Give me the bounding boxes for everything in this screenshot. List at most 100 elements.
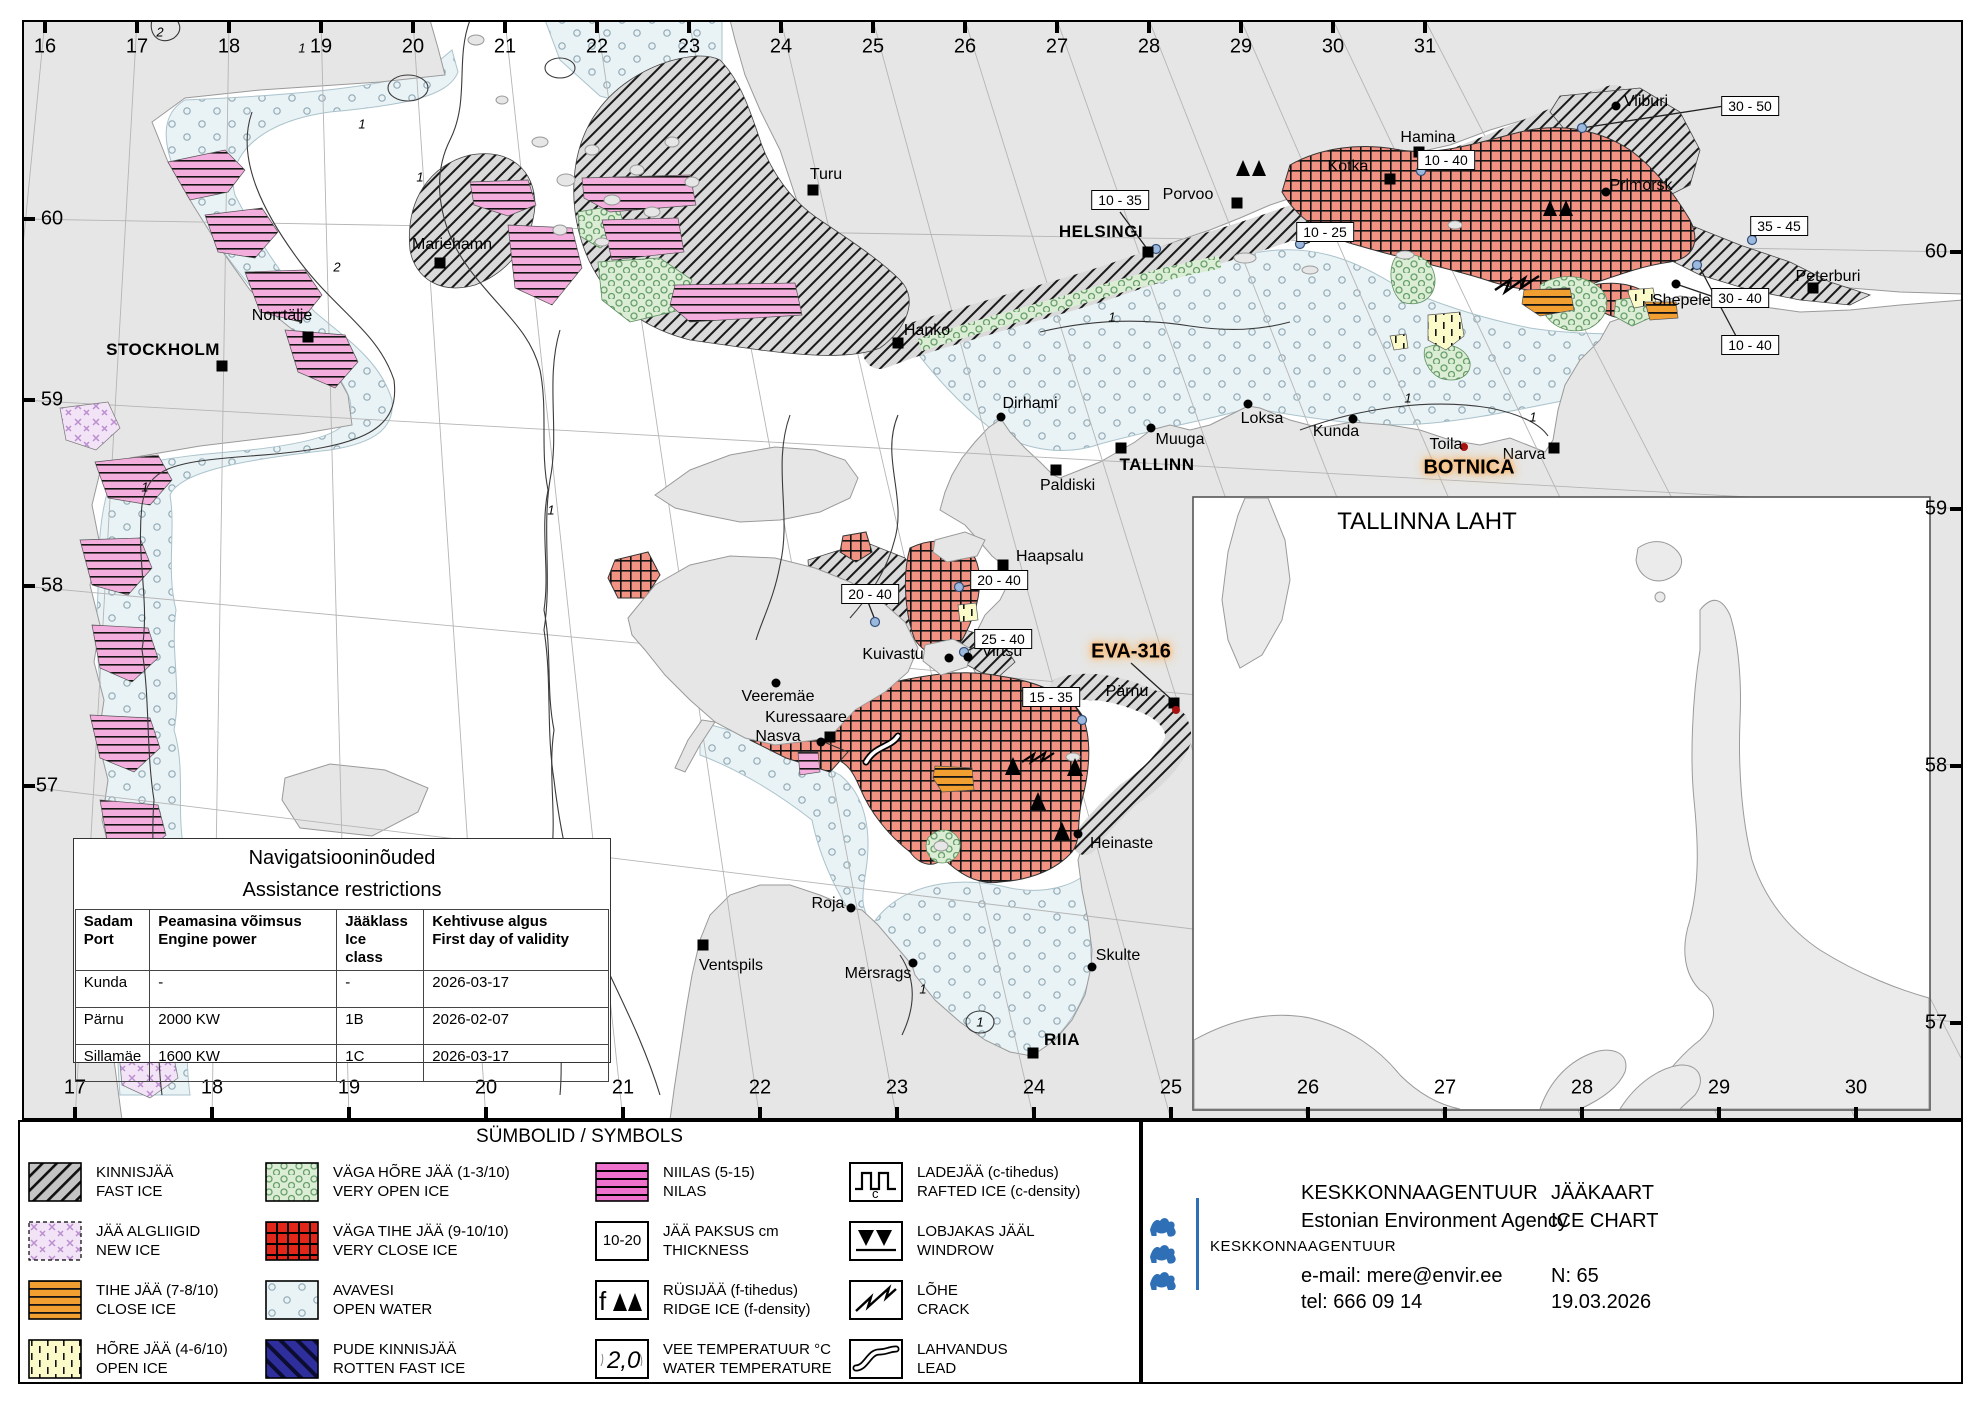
legend-label: HÕRE JÄÄ (4-6/10) xyxy=(96,1340,228,1358)
city-label: Paldiski xyxy=(1040,477,1096,494)
very-close-ice-swatch-icon xyxy=(265,1220,319,1261)
lon-top: 16 xyxy=(33,35,57,58)
legend-label: AVAVESI xyxy=(333,1281,394,1299)
lon-bottom: 24 xyxy=(1022,1076,1046,1099)
city-marker xyxy=(1027,1047,1039,1059)
city-label: Shepelevo xyxy=(1652,292,1728,309)
open-water-swatch-icon xyxy=(265,1279,319,1320)
city-label: Muuga xyxy=(1155,431,1205,448)
agency-email: e-mail: mere@envir.ee xyxy=(1301,1265,1503,1287)
legend-label: CLOSE ICE xyxy=(96,1300,177,1318)
city-label: Roja xyxy=(811,895,845,912)
close-ice-swatch-icon xyxy=(28,1279,82,1320)
legend-label: VÄGA TIHE JÄÄ (9-10/10) xyxy=(333,1222,509,1240)
legend-label: LADEJÄÄ (c-tihedus) xyxy=(917,1163,1059,1181)
legend-label: TIHE JÄÄ (7-8/10) xyxy=(96,1281,219,1299)
legend-label: LEAD xyxy=(917,1359,957,1377)
lon-top: 19 xyxy=(309,35,333,58)
legend-label: WINDROW xyxy=(917,1241,994,1259)
legend-label: PUDE KINNISJÄÄ xyxy=(333,1340,457,1358)
very-open-ice-areas xyxy=(577,204,1655,864)
legend-label: VÄGA HÕRE JÄÄ (1-3/10) xyxy=(333,1163,510,1181)
agency-name-et: KESKKONNAAGENTUUR xyxy=(1301,1182,1538,1204)
cell: 2026-03-17 xyxy=(423,970,610,1008)
legend-label: ROTTEN FAST ICE xyxy=(333,1359,466,1377)
city-label: Kunda xyxy=(1312,423,1360,440)
cell: Sillamäe xyxy=(74,1044,151,1082)
lon-top: 30 xyxy=(1321,35,1345,58)
contour-label: 1 xyxy=(416,169,424,185)
lon-bottom: 30 xyxy=(1844,1076,1868,1099)
ridge-ice-symbol-icon: f xyxy=(595,1279,649,1320)
cell: 2000 KW xyxy=(149,1007,338,1045)
city-label: Veeremäe xyxy=(741,688,815,705)
thickness-callout: 20 - 40 xyxy=(841,584,899,604)
windrow-symbol-icon xyxy=(849,1220,903,1261)
lat-right: 58 xyxy=(1924,754,1948,777)
contour-label: 1 xyxy=(141,479,149,495)
table-row: Sillamäe 1600 KW 1C 2026-03-17 xyxy=(74,1044,610,1082)
city-marker xyxy=(1231,197,1243,209)
lon-top: 29 xyxy=(1229,35,1253,58)
city-label-stockholm: STOCKHOLM xyxy=(106,340,220,359)
city-marker-toila-red xyxy=(1460,443,1468,451)
legend-label: VERY CLOSE ICE xyxy=(333,1241,458,1259)
lat-left: 57 xyxy=(35,774,59,797)
city-label: Dirhami xyxy=(1002,395,1058,412)
city-label: Ventspils xyxy=(698,957,764,974)
thickness-callout: 10 - 35 xyxy=(1091,190,1149,210)
city-label: Kuivastu xyxy=(862,646,924,663)
city-label-helsingi: HELSINGI xyxy=(1058,222,1144,241)
legend-label: RIDGE ICE (f-density) xyxy=(663,1300,811,1318)
city-label-tallinn: TALLINN xyxy=(1119,455,1195,474)
city-marker xyxy=(1807,282,1819,294)
city-label: Haapsalu xyxy=(1016,548,1084,565)
legend-item-rotten-fast-ice: PUDE KINNISJÄÄ ROTTEN FAST ICE xyxy=(265,1329,510,1388)
contour-label: 1 xyxy=(298,40,306,56)
contour-label: 1 xyxy=(1404,390,1412,406)
legend-label: NILAS xyxy=(663,1182,707,1200)
lat-right: 59 xyxy=(1924,497,1948,520)
lon-bottom: 22 xyxy=(748,1076,772,1099)
legend-title: SÜMBOLID / SYMBOLS xyxy=(476,1126,683,1147)
lon-bottom: 28 xyxy=(1570,1076,1594,1099)
chart-title-et: JÄÄKAART xyxy=(1551,1182,1654,1204)
city-label: Turu xyxy=(809,166,843,183)
legend-column-3: NIILAS (5-15) NILAS 10-20 JÄÄ PAKSUS cm TH… xyxy=(595,1152,832,1388)
city-label: Loksa xyxy=(1240,410,1284,427)
inset-tallinna-laht xyxy=(1192,496,1931,1111)
chart-number: N: 65 xyxy=(1551,1265,1599,1287)
legend-item-nilas: NIILAS (5-15) NILAS xyxy=(595,1152,832,1211)
svg-text:c: c xyxy=(872,1186,879,1199)
lon-top: 31 xyxy=(1413,35,1437,58)
city-label: Norrtälje xyxy=(251,307,313,324)
legend-label: CRACK xyxy=(917,1300,970,1318)
col-header-validity: Kehtivuse algus First day of validity xyxy=(423,909,610,971)
agency-logo-divider xyxy=(1196,1198,1199,1290)
legend-label: JÄÄ ALGLIIGID xyxy=(96,1222,201,1240)
lat-right: 57 xyxy=(1924,1011,1948,1034)
cell: - xyxy=(336,970,425,1008)
agency-logo-text: KESKKONNAAGENTUUR xyxy=(1210,1238,1397,1255)
lead-symbol-icon xyxy=(849,1338,903,1379)
city-marker xyxy=(807,184,819,196)
city-marker-parnu-red xyxy=(1172,706,1180,714)
contour-label: 1 xyxy=(919,981,927,997)
city-marker xyxy=(1142,246,1154,258)
fast-ice-swatch-icon xyxy=(28,1161,82,1202)
city-marker xyxy=(816,737,826,747)
thickness-callout: 15 - 35 xyxy=(1022,687,1080,707)
thickness-callout: 10 - 40 xyxy=(1721,335,1779,355)
city-label: Mērsrags xyxy=(844,965,912,982)
open-ice-swatch-icon xyxy=(28,1338,82,1379)
legend-item-water-temperature: 2,0 VEE TEMPERATUUR °C WATER TEMPERATURE xyxy=(595,1329,832,1388)
legend-item-open-water: AVAVESI OPEN WATER xyxy=(265,1270,510,1329)
legend-item-close-ice: TIHE JÄÄ (7-8/10) CLOSE ICE xyxy=(28,1270,228,1329)
contour-label: 1 xyxy=(976,1014,984,1030)
city-marker xyxy=(697,939,709,951)
lon-bottom: 18 xyxy=(200,1076,224,1099)
city-marker xyxy=(963,652,973,662)
legend-item-lead: LAHVANDUS LEAD xyxy=(849,1329,1080,1388)
chart-title-en: ICE CHART xyxy=(1551,1210,1659,1232)
lon-top: 22 xyxy=(585,35,609,58)
